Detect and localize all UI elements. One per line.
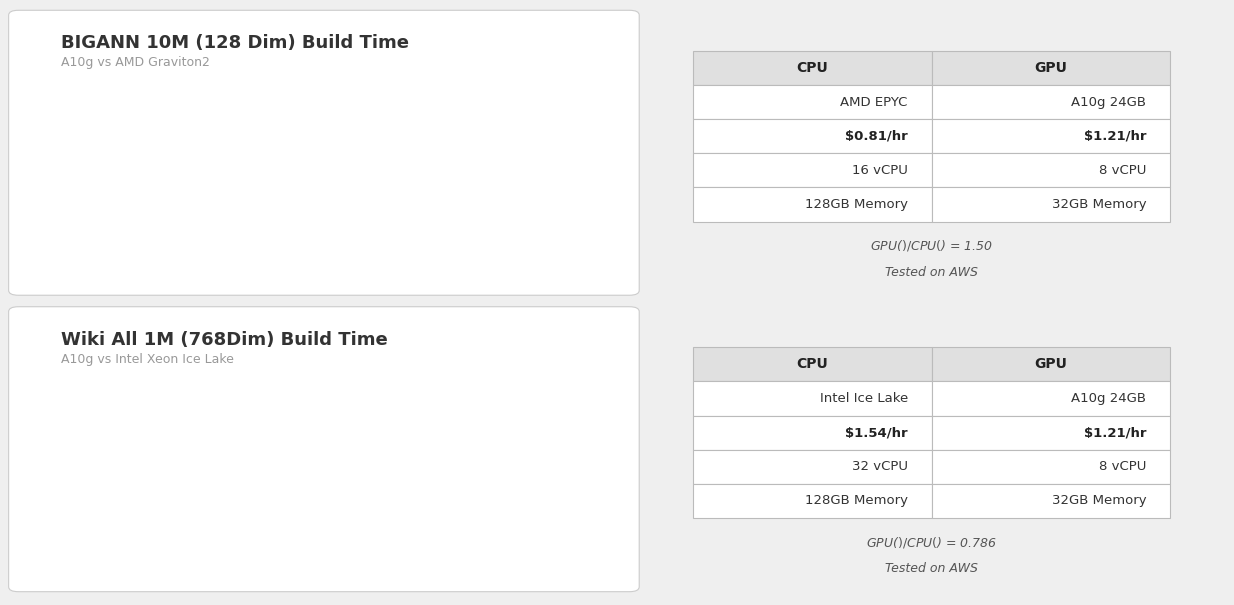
Y-axis label: Minutes: Minutes xyxy=(42,150,56,199)
Text: 12X: 12X xyxy=(375,522,406,536)
Text: Wiki All 1M (768Dim) Build Time: Wiki All 1M (768Dim) Build Time xyxy=(62,331,387,349)
Bar xyxy=(369,540,412,548)
Bar xyxy=(369,243,412,252)
X-axis label: Recall: Recall xyxy=(327,275,364,288)
Text: GPU($) / CPU($) = 0.786: GPU($) / CPU($) = 0.786 xyxy=(866,535,997,549)
Bar xyxy=(544,114,587,252)
Bar xyxy=(412,452,454,548)
Text: Tested on AWS: Tested on AWS xyxy=(885,266,979,279)
Bar xyxy=(146,214,189,252)
Text: 4X: 4X xyxy=(115,225,136,240)
Bar xyxy=(237,244,279,252)
Bar xyxy=(279,185,321,252)
Bar xyxy=(146,493,189,548)
Bar xyxy=(502,538,544,548)
Text: BIGANN 10M (128 Dim) Build Time: BIGANN 10M (128 Dim) Build Time xyxy=(62,34,410,53)
Text: 10X: 10X xyxy=(243,524,273,538)
Bar xyxy=(544,428,587,548)
Legend: CAGRA, HNSWLIB: CAGRA, HNSWLIB xyxy=(271,341,420,360)
Text: 6X: 6X xyxy=(115,522,136,535)
Text: 8X: 8X xyxy=(248,226,268,240)
Text: Tested on AWS: Tested on AWS xyxy=(885,562,979,575)
Text: A10g vs Intel Xeon Ice Lake: A10g vs Intel Xeon Ice Lake xyxy=(62,353,234,366)
Legend: CAGRA, HNSWLIB: CAGRA, HNSWLIB xyxy=(271,45,420,64)
Text: 16X: 16X xyxy=(508,225,538,240)
Text: A10g vs AMD Graviton2: A10g vs AMD Graviton2 xyxy=(62,56,210,70)
Bar xyxy=(502,243,544,252)
Bar xyxy=(412,160,454,252)
Bar xyxy=(237,541,279,548)
Text: 10X: 10X xyxy=(375,225,406,239)
Bar xyxy=(104,539,146,548)
Text: 13X: 13X xyxy=(508,521,538,535)
X-axis label: Recall: Recall xyxy=(327,572,364,584)
Text: GPU($) / CPU($) = 1.50: GPU($) / CPU($) = 1.50 xyxy=(870,238,993,253)
Y-axis label: Seconds: Seconds xyxy=(35,445,48,497)
Bar xyxy=(104,243,146,252)
Bar xyxy=(279,477,321,548)
